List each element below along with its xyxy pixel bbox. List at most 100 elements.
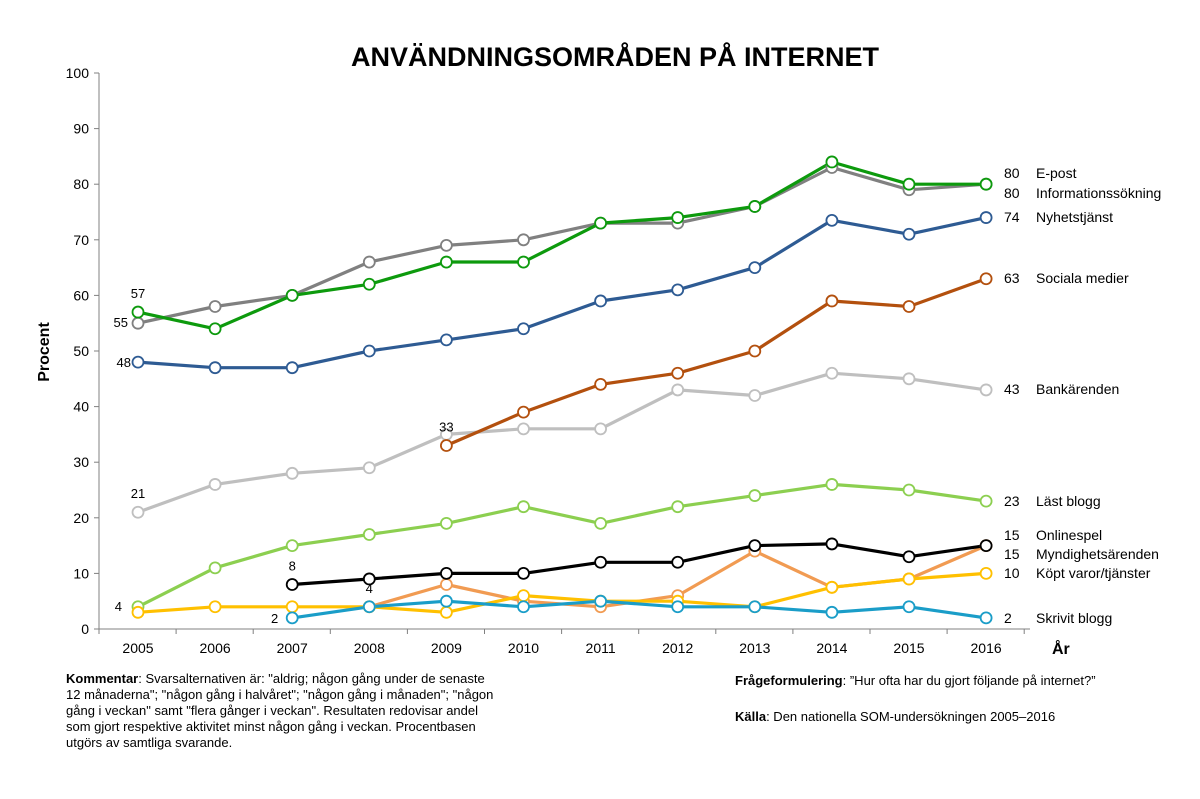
data-point-spel	[825, 537, 839, 551]
data-point-kopt	[439, 605, 453, 619]
end-value-info: 80	[1004, 185, 1020, 201]
data-point-skrivit	[362, 600, 376, 614]
start-label-spel: 8	[289, 559, 296, 574]
data-point-kopt	[285, 600, 299, 614]
data-point-epost	[671, 211, 685, 224]
end-value-skrivit: 2	[1004, 610, 1012, 626]
data-point-nyhet	[439, 333, 453, 347]
comment-label: Kommentar	[66, 671, 139, 686]
end-value-kopt: 10	[1004, 565, 1020, 581]
data-point-kopt	[902, 572, 916, 586]
x-tick-label: 2009	[431, 640, 462, 656]
data-point-bank	[285, 466, 299, 480]
legend-label-sociala: Sociala medier	[1036, 270, 1129, 286]
data-point-bank	[517, 422, 530, 436]
series-line-skrivit	[290, 599, 988, 620]
y-tick-label: 70	[73, 232, 89, 248]
data-point-spel	[285, 578, 299, 591]
data-point-spel	[748, 539, 762, 552]
legend-label-nyhet: Nyhetstjänst	[1036, 209, 1113, 225]
start-label-epost: 57	[131, 286, 145, 301]
x-tick-label: 2012	[662, 640, 693, 656]
x-tick-label: 2006	[200, 640, 231, 656]
data-point-kopt	[208, 600, 222, 614]
data-point-info	[362, 255, 376, 269]
series-line-bank	[136, 371, 988, 514]
data-point-blogg	[902, 483, 916, 497]
x-tick-label: 2008	[354, 640, 385, 656]
data-point-myndighet	[439, 578, 453, 591]
data-point-info	[131, 316, 145, 330]
end-value-spel: 15	[1004, 527, 1020, 543]
data-point-kopt	[825, 580, 839, 594]
x-tick-label: 2011	[586, 640, 616, 656]
data-point-nyhet	[208, 361, 222, 375]
series-line-sociala	[444, 277, 988, 448]
start-label-bank: 21	[131, 486, 145, 501]
data-point-blogg	[362, 528, 376, 541]
data-point-bank	[902, 372, 916, 386]
x-tick-label: 2013	[739, 640, 770, 656]
series-line-kopt	[136, 571, 988, 614]
data-point-epost	[208, 322, 222, 336]
series-line-blogg	[136, 482, 988, 609]
data-point-nyhet	[594, 294, 607, 308]
x-tick-label: 2005	[122, 640, 153, 656]
start-label-nyhet: 48	[117, 355, 131, 370]
data-point-spel	[362, 572, 376, 586]
data-point-sociala	[825, 294, 839, 308]
data-point-sociala	[594, 377, 607, 391]
data-point-epost	[825, 155, 839, 169]
start-label-myndighet: 4	[366, 581, 373, 596]
end-value-bank: 43	[1004, 381, 1020, 397]
data-point-bank	[979, 383, 993, 397]
data-point-kopt	[517, 589, 530, 603]
y-tick-label: 60	[73, 287, 89, 303]
x-tick-label: 2010	[508, 640, 539, 656]
data-point-nyhet	[362, 344, 376, 358]
data-point-blogg	[208, 561, 222, 575]
data-point-epost	[285, 288, 299, 302]
data-point-sociala	[979, 272, 993, 286]
series-line-nyhet	[136, 216, 988, 370]
question-text: : ”Hur ofta har du gjort följande på int…	[842, 673, 1096, 688]
data-point-epost	[362, 277, 376, 291]
y-tick-label: 10	[73, 565, 89, 581]
data-point-sociala	[517, 405, 530, 419]
data-point-sociala	[748, 344, 762, 358]
legend-label-info: Informationssökning	[1036, 185, 1161, 201]
data-point-skrivit	[748, 600, 762, 614]
end-value-nyhet: 74	[1004, 209, 1020, 225]
start-label-skrivit: 2	[271, 611, 278, 626]
end-value-myndighet: 15	[1004, 546, 1020, 562]
data-point-sociala	[671, 366, 685, 380]
legend-label-bank: Bankärenden	[1036, 381, 1119, 397]
data-point-nyhet	[748, 261, 762, 275]
data-point-kopt	[979, 567, 993, 580]
series-line-spel	[290, 542, 988, 587]
data-point-info	[439, 238, 453, 252]
data-point-info	[517, 233, 530, 247]
data-point-bank	[362, 461, 376, 475]
data-point-bank	[594, 422, 607, 436]
y-tick-label: 80	[73, 176, 89, 192]
data-point-nyhet	[517, 322, 530, 336]
data-point-epost	[902, 177, 916, 191]
start-label-sociala: 33	[439, 420, 453, 435]
end-value-epost: 80	[1004, 165, 1020, 181]
legend-label-skrivit: Skrivit blogg	[1036, 610, 1112, 626]
data-point-skrivit	[594, 594, 607, 608]
series-line-epost	[136, 160, 988, 331]
data-point-bank	[671, 383, 685, 397]
data-point-sociala	[902, 300, 916, 313]
data-point-blogg	[285, 539, 299, 552]
start-label-info: 55	[114, 315, 128, 330]
data-point-blogg	[517, 500, 530, 514]
data-point-spel	[902, 550, 916, 564]
y-tick-label: 90	[73, 121, 89, 137]
question-label: Frågeformulering	[735, 673, 843, 688]
data-point-spel	[439, 567, 453, 580]
x-tick-label: 2016	[971, 640, 1002, 656]
y-tick-label: 50	[73, 343, 89, 359]
data-point-nyhet	[979, 211, 993, 224]
